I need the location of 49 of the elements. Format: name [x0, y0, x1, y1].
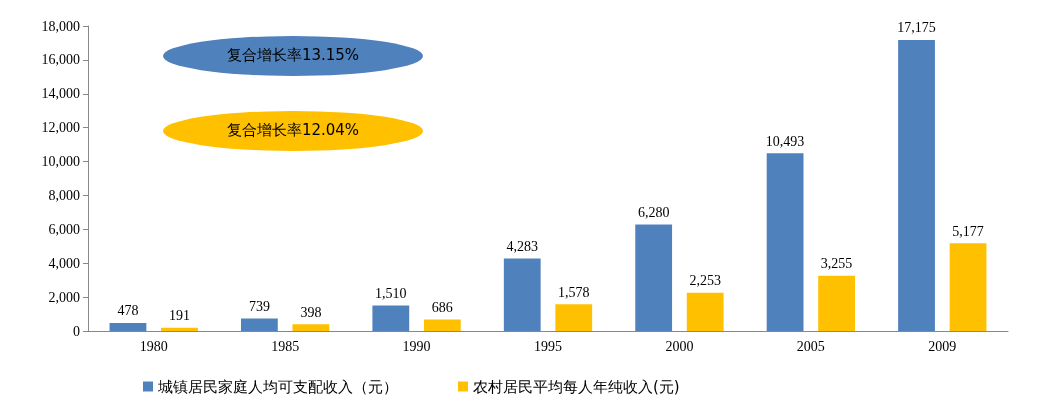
- bar: [818, 275, 856, 331]
- bar: [372, 305, 410, 331]
- bar: [423, 319, 461, 331]
- x-tick-label: 2009: [928, 338, 957, 354]
- y-tick-label: 16,000: [41, 52, 80, 68]
- bar: [555, 304, 593, 331]
- data-label: 5,177: [952, 223, 984, 239]
- y-tick-label: 6,000: [48, 221, 80, 237]
- data-label: 1,578: [558, 284, 590, 300]
- data-label: 2,253: [689, 273, 721, 289]
- y-tick-label: 4,000: [48, 255, 80, 271]
- annotation: 复合增长率12.04%: [225, 121, 361, 140]
- y-tick-label: 10,000: [41, 154, 80, 170]
- y-tick-label: 14,000: [41, 86, 80, 102]
- x-tick-label: 1985: [271, 338, 300, 354]
- bar: [109, 322, 147, 331]
- bar: [503, 258, 541, 331]
- bar: [240, 318, 278, 331]
- x-tick-label: 2005: [796, 338, 825, 354]
- bar: [292, 324, 330, 331]
- y-tick-label: 2,000: [48, 289, 80, 305]
- data-label: 17,175: [897, 20, 936, 36]
- legend-label: 农村居民平均每人年纯收入(元): [473, 377, 680, 396]
- data-label: 398: [300, 304, 322, 320]
- x-tick-label: 1995: [534, 338, 562, 354]
- data-label: 6,280: [637, 205, 670, 221]
- x-tick-label: 1980: [139, 338, 168, 354]
- y-tick-label: 18,000: [41, 18, 80, 34]
- data-label: 3,255: [820, 256, 853, 272]
- data-label: 739: [248, 298, 270, 314]
- y-tick-label: 12,000: [41, 120, 80, 136]
- x-tick-label: 2000: [665, 338, 694, 354]
- bar: [766, 153, 804, 331]
- data-label: 4,283: [506, 238, 538, 254]
- data-label: 191: [168, 308, 190, 324]
- bar: [635, 224, 673, 331]
- x-tick-label: 1990: [402, 338, 431, 354]
- data-label: 1,510: [375, 285, 407, 301]
- data-label: 10,493: [765, 133, 805, 149]
- y-tick-label: 8,000: [48, 187, 80, 203]
- bar: [686, 292, 724, 331]
- data-label: 478: [117, 303, 139, 319]
- bar: [949, 243, 987, 331]
- bar: [898, 39, 935, 331]
- bar: [161, 327, 198, 331]
- data-label: 686: [431, 299, 453, 315]
- annotation: 复合增长率13.15%: [225, 46, 361, 65]
- legend-label: 城镇居民家庭人均可支配收入（元）: [157, 377, 398, 396]
- y-tick-label: 0: [73, 323, 80, 339]
